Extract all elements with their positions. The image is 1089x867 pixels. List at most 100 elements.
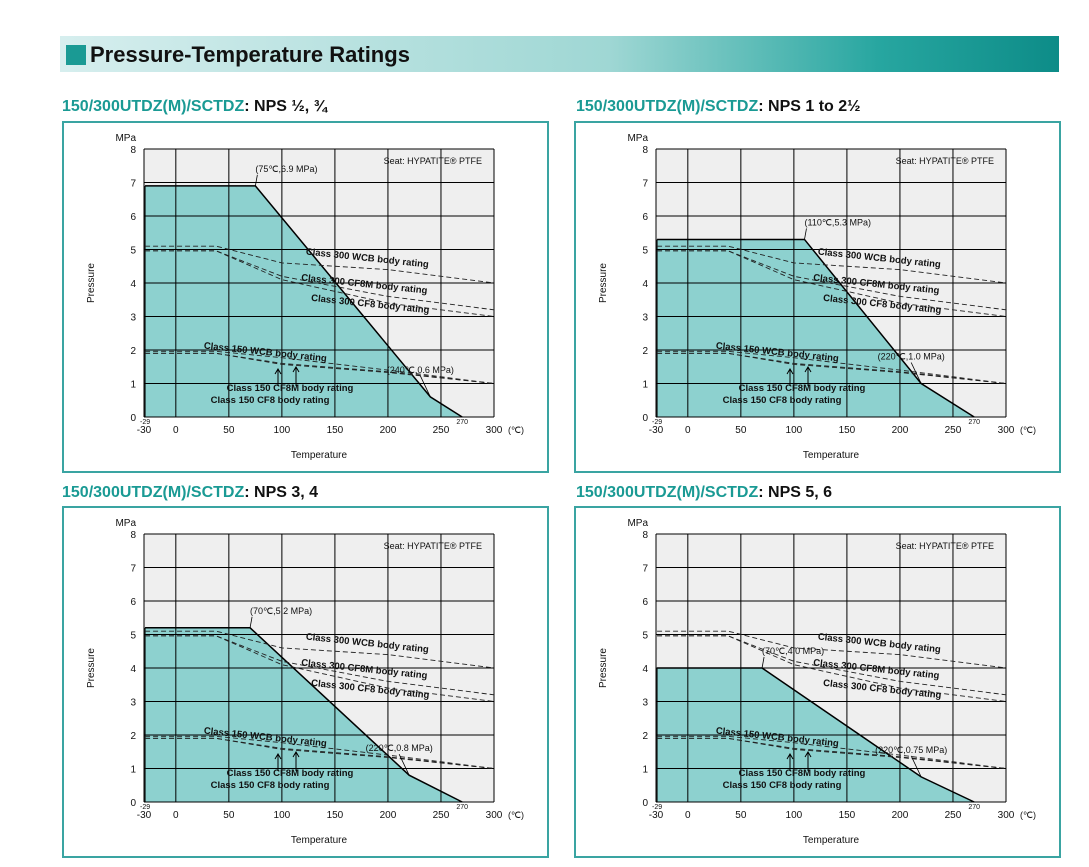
x-unit-label: (℃)	[508, 425, 524, 435]
x-unit-label: (℃)	[508, 810, 524, 820]
y-tick-label: 6	[130, 597, 136, 608]
title-square-icon	[66, 45, 86, 65]
annotation-label: (70℃,4.0 MPa)	[762, 646, 824, 656]
body-rating-line	[657, 737, 1007, 769]
y-axis-title: Pressure	[86, 648, 97, 688]
body-rating-line	[145, 245, 495, 284]
x-unit-label: (℃)	[1020, 425, 1036, 435]
chart-panel-1: Class 300 WCB body rating Class 300 CF8M …	[62, 121, 549, 473]
arrow-head	[804, 366, 812, 373]
x-tick-label: 0	[173, 425, 179, 436]
chart-title-1: 150/300UTDZ(M)/SCTDZ: NPS ½, ¾	[62, 98, 327, 116]
y-tick-label: 5	[642, 246, 648, 257]
body-rating-label: Class 150 CF8 body rating	[723, 395, 842, 406]
y-tick-label: 5	[130, 246, 136, 257]
rating-line	[657, 238, 975, 418]
body-rating-line	[657, 352, 1007, 384]
chart-size: : NPS 5, 6	[758, 484, 833, 501]
x-tick-label: 300	[998, 810, 1015, 821]
x-max-label: 270	[968, 804, 980, 811]
y-tick-label: 2	[130, 731, 136, 742]
y-tick-label: 1	[642, 380, 648, 391]
x-tick-label: 100	[786, 810, 803, 821]
body-rating-label: Class 150 CF8 body rating	[211, 395, 330, 406]
x-tick-label: 200	[892, 810, 909, 821]
y-axis-title: Pressure	[86, 263, 97, 303]
x-tick-label: 250	[433, 425, 450, 436]
y-tick-label: 4	[642, 279, 648, 290]
x-axis-title: Temperature	[803, 835, 860, 846]
x-tick-label: 150	[327, 425, 344, 436]
seat-label: Seat: HYPATITE® PTFE	[384, 541, 482, 551]
body-rating-line	[145, 350, 495, 384]
x-tick-label: -30	[649, 425, 664, 436]
body-rating-line	[145, 630, 495, 669]
x-min-label: -29	[652, 804, 662, 811]
body-rating-label: Class 150 CF8M body rating	[227, 383, 354, 394]
annotation-leader	[910, 362, 922, 384]
y-tick-label: 8	[130, 530, 136, 541]
y-tick-label: 2	[642, 346, 648, 357]
y-tick-label: 7	[642, 179, 648, 190]
rating-line	[657, 667, 975, 803]
chart-model: 150/300UTDZ(M)/SCTDZ	[576, 98, 759, 115]
annotation-label: (220℃,1.0 MPa)	[878, 352, 945, 362]
rating-line	[145, 185, 463, 418]
body-rating-label: Class 150 CF8M body rating	[739, 768, 866, 779]
body-rating-line	[145, 737, 495, 769]
y-tick-label: 3	[642, 698, 648, 709]
x-tick-label: -30	[137, 810, 152, 821]
x-max-label: 270	[456, 419, 468, 426]
x-tick-label: 100	[274, 810, 291, 821]
body-rating-label: Class 150 CF8 body rating	[723, 780, 842, 791]
y-tick-label: 1	[130, 765, 136, 776]
x-tick-label: -30	[649, 810, 664, 821]
y-unit-label: MPa	[115, 133, 136, 144]
y-tick-label: 4	[130, 279, 136, 290]
y-tick-label: 6	[642, 212, 648, 223]
annotation-label: (110℃,5.3 MPa)	[804, 217, 870, 227]
body-rating-line	[657, 737, 1007, 769]
y-tick-label: 4	[642, 664, 648, 675]
x-tick-label: 200	[380, 425, 397, 436]
y-tick-label: 8	[642, 145, 648, 156]
annotation-leader	[398, 754, 410, 776]
arrow-head	[292, 366, 300, 373]
x-tick-label: 200	[892, 425, 909, 436]
y-tick-label: 0	[130, 413, 136, 424]
x-tick-label: 0	[685, 425, 691, 436]
arrow-head	[274, 368, 282, 375]
body-rating-line	[657, 735, 1007, 769]
seat-label: Seat: HYPATITE® PTFE	[896, 541, 994, 551]
body-rating-line	[657, 245, 1007, 284]
x-tick-label: 50	[735, 425, 747, 436]
annotation-label: (240℃,0.6 MPa)	[387, 365, 454, 375]
y-tick-label: 2	[642, 731, 648, 742]
x-tick-label: 100	[786, 425, 803, 436]
x-max-label: 270	[968, 419, 980, 426]
x-min-label: -29	[652, 419, 662, 426]
arrow-head	[274, 753, 282, 760]
y-tick-label: 6	[130, 212, 136, 223]
y-axis-title: Pressure	[598, 648, 609, 688]
y-tick-label: 0	[642, 798, 648, 809]
y-tick-label: 0	[130, 798, 136, 809]
body-rating-label: Class 150 CF8 body rating	[211, 780, 330, 791]
body-rating-label: Class 150 CF8M body rating	[739, 383, 866, 394]
y-tick-label: 3	[130, 698, 136, 709]
body-rating-line	[657, 350, 1007, 384]
annotation-leader	[254, 174, 258, 186]
arrow-head	[804, 751, 812, 758]
annotation-leader	[249, 616, 253, 628]
body-rating-line	[145, 735, 495, 769]
title-banner: Pressure-Temperature Ratings	[60, 36, 1059, 72]
x-tick-label: 300	[486, 810, 503, 821]
y-tick-label: 6	[642, 597, 648, 608]
x-tick-label: 50	[735, 810, 747, 821]
body-rating-line	[657, 352, 1007, 384]
y-tick-label: 0	[642, 413, 648, 424]
x-tick-label: 150	[327, 810, 344, 821]
